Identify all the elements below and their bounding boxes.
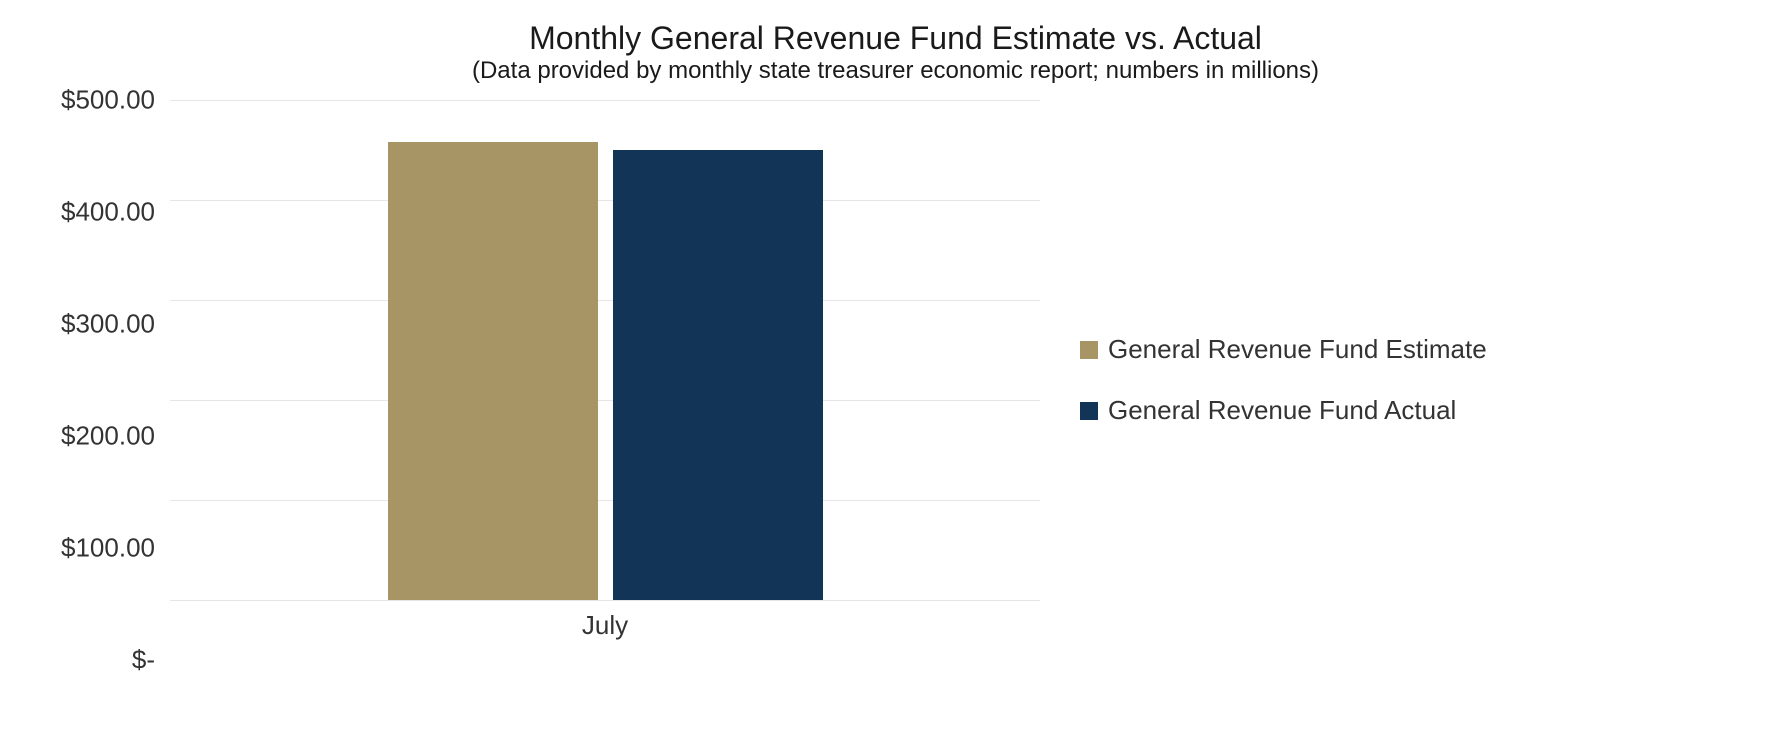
y-tick-200: $200.00: [5, 421, 155, 452]
legend-swatch-icon: [1080, 341, 1098, 359]
y-axis: $500.00 $400.00 $300.00 $200.00 $100.00 …: [0, 100, 170, 660]
revenue-chart: Monthly General Revenue Fund Estimate vs…: [0, 0, 1791, 731]
bars-group: [170, 100, 1040, 600]
plot-wrap: July: [170, 100, 1040, 660]
chart-title-block: Monthly General Revenue Fund Estimate vs…: [0, 20, 1791, 85]
legend: General Revenue Fund Estimate General Re…: [1040, 100, 1791, 660]
chart-body: $500.00 $400.00 $300.00 $200.00 $100.00 …: [0, 100, 1791, 660]
legend-swatch-icon: [1080, 402, 1098, 420]
y-tick-500: $500.00: [5, 85, 155, 116]
legend-item-actual: General Revenue Fund Actual: [1080, 395, 1791, 426]
chart-subtitle: (Data provided by monthly state treasure…: [0, 57, 1791, 85]
y-tick-400: $400.00: [5, 197, 155, 228]
legend-label: General Revenue Fund Actual: [1108, 395, 1456, 426]
y-tick-0: $-: [5, 645, 155, 676]
legend-item-estimate: General Revenue Fund Estimate: [1080, 334, 1791, 365]
bar-estimate: [388, 142, 598, 600]
y-tick-100: $100.00: [5, 533, 155, 564]
x-axis-label: July: [170, 610, 1040, 641]
legend-label: General Revenue Fund Estimate: [1108, 334, 1487, 365]
gridline: [170, 600, 1040, 601]
bar-actual: [613, 150, 823, 600]
y-tick-300: $300.00: [5, 309, 155, 340]
plot-area: [170, 100, 1040, 600]
chart-title: Monthly General Revenue Fund Estimate vs…: [0, 20, 1791, 57]
